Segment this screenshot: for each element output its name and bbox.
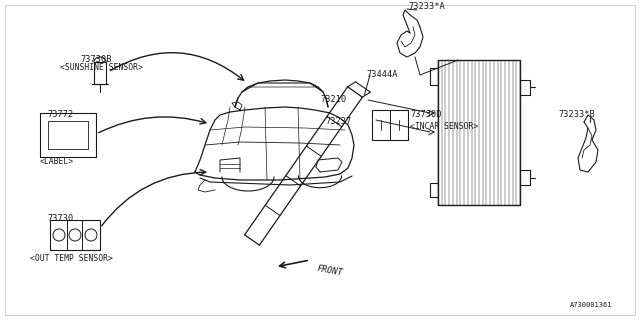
Text: 73772: 73772 xyxy=(47,110,73,119)
Text: <OUT TEMP SENSOR>: <OUT TEMP SENSOR> xyxy=(30,254,113,263)
Text: 73233*B: 73233*B xyxy=(558,110,595,119)
Text: 73444A: 73444A xyxy=(366,70,397,79)
Text: <LABEL>: <LABEL> xyxy=(40,157,74,166)
Text: FRONT: FRONT xyxy=(316,264,344,277)
Text: <SUNSHINE SENSOR>: <SUNSHINE SENSOR> xyxy=(60,63,143,72)
Text: 73237: 73237 xyxy=(325,117,351,126)
Text: 73210: 73210 xyxy=(320,95,346,104)
Text: A730001361: A730001361 xyxy=(570,302,612,308)
Text: 73730D: 73730D xyxy=(410,110,442,119)
Text: 73730B: 73730B xyxy=(80,55,111,64)
Text: 73730: 73730 xyxy=(47,214,73,223)
Text: <INCAR SENSOR>: <INCAR SENSOR> xyxy=(410,122,478,131)
Text: 73233*A: 73233*A xyxy=(408,2,445,11)
